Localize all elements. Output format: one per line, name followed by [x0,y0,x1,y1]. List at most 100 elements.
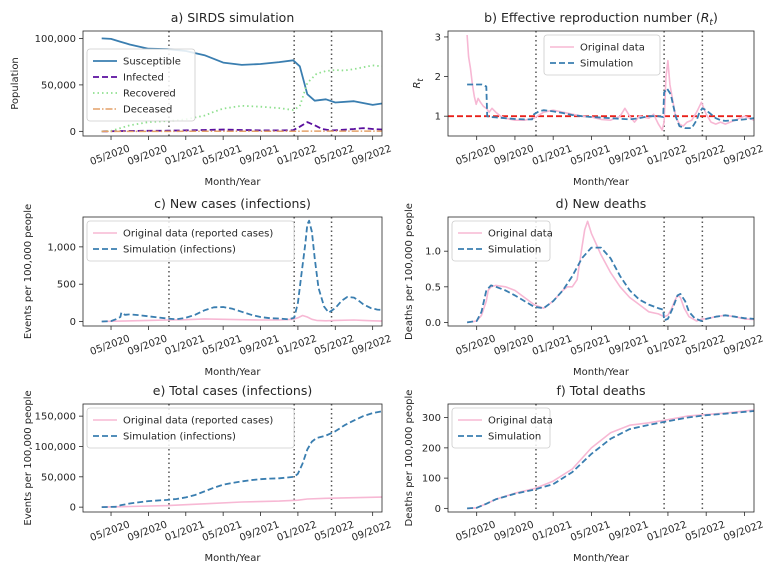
chart-title: a) SIRDS simulation [171,10,295,25]
legend: Original data Simulation [451,407,553,449]
legend: Susceptible Infected Recovered Deceased [86,48,196,122]
x-tick-label: 09/2021 [607,519,650,544]
x-tick-label: 05/2020 [454,519,497,544]
legend-label: Deceased [123,105,172,116]
legend-label: Simulation (infections) [123,432,236,443]
legend-box [451,220,551,262]
chart-title: d) New deaths [556,196,647,211]
y-tick-label: 2 [435,72,441,83]
y-tick-label: 500 [57,280,76,291]
x-tick-label: 09/2020 [493,519,536,544]
x-tick-label: 05/2022 [313,519,356,544]
legend-label: Recovered [123,89,176,100]
x-axis-label: Month/Year [573,553,630,564]
plot-frame [447,403,755,513]
y-tick-label: 0 [70,503,76,514]
y-tick-label: 1 [435,112,441,123]
x-tick-label: 09/2021 [607,143,650,168]
legend: Original data Simulation [543,34,661,76]
x-tick-label: 09/2020 [126,333,169,358]
x-axis-label: Month/Year [573,177,630,188]
x-tick-label: 09/2021 [238,519,281,544]
legend-label: Simulation [580,59,633,70]
chart-panel-e: e) Total cases (infections) 0 50,000 100,00… [23,383,393,564]
x-tick-label: 05/2020 [454,143,497,168]
legend-label: Simulation (infections) [123,245,236,256]
series-line-infected [101,121,382,133]
plot-frame [82,216,383,327]
y-tick-label: 0 [70,317,76,328]
x-tick-label: 05/2021 [569,143,612,168]
legend-label: Simulation [488,432,541,443]
legend-label: Simulation [488,245,541,256]
x-tick-label: 09/2020 [126,143,169,168]
legend-label: Original data (reported cases) [123,416,273,427]
series-line-original [101,314,382,323]
y-tick-label: 100,000 [35,442,76,453]
y-tick-label: 0 [435,504,441,515]
x-tick-label: 05/2022 [684,143,727,168]
series-line-simulation [101,410,382,508]
chart-title: e) Total cases (infections) [153,383,313,398]
x-axis-label: Month/Year [205,367,262,378]
y-tick-label: 100,000 [35,34,76,45]
x-tick-label: 01/2022 [646,519,689,544]
series-line-simulation [101,219,382,323]
x-tick-label: 01/2022 [276,519,319,544]
y-axis-label: Deaths per 100,000 people [404,203,415,340]
legend-label: Original data [488,229,553,240]
legend-label: Susceptible [123,57,181,68]
y-axis-label: Events per 100,000 people [23,390,34,525]
series-line-susceptible [101,37,382,106]
series-line-original [101,496,382,508]
legend: Original data Simulation [451,220,553,262]
legend-box [451,407,551,449]
chart-title: f) Total deaths [556,383,645,398]
chart-panel-d: d) New deaths0.00.51.005/202009/202001/2… [404,196,763,378]
legend: Original data (reported cases) Simulation… [86,407,295,449]
x-tick-label: 01/2021 [164,143,207,168]
x-tick-label: 01/2022 [276,333,319,358]
legend-label: Original data [580,43,645,54]
x-tick-label: 09/2020 [493,333,536,358]
y-tick-label: 3 [435,32,441,43]
legend-box [86,48,196,122]
x-tick-label: 09/2020 [493,143,536,168]
legend-label: Infected [123,73,164,84]
y-axis-label: Population [10,57,21,110]
series-line-simulation [467,410,754,510]
chart-panel-c: c) New cases (infections) 0 500 1,000 05/202… [23,196,393,378]
x-tick-label: 05/2022 [313,143,356,168]
x-tick-label: 09/2021 [238,143,281,168]
x-tick-label: 09/2022 [722,519,763,544]
plot-area [448,31,754,136]
x-tick-label: 09/2022 [350,519,393,544]
x-tick-label: 05/2020 [89,333,132,358]
x-tick-label: 09/2020 [126,519,169,544]
plot-area [101,31,382,136]
x-tick-label: 05/2021 [201,143,244,168]
x-tick-label: 09/2022 [350,143,393,168]
plot-frame [447,216,755,327]
y-tick-label: 1,000 [47,242,76,253]
x-tick-label: 05/2022 [684,333,727,358]
x-tick-label: 09/2022 [350,333,393,358]
series-line-simulation [467,83,754,129]
y-tick-label: 150,000 [35,412,76,423]
chart-panel-f: f) Total deaths010020030005/202009/20200… [404,383,763,564]
x-axis-label: Month/Year [573,367,630,378]
y-tick-label: 1.0 [425,247,441,258]
y-tick-label: 100 [422,474,441,485]
x-tick-label: 01/2021 [531,519,574,544]
legend: Original data (reported cases) Simulation… [86,220,295,262]
x-tick-label: 05/2021 [569,333,612,358]
plot-frame [82,403,383,513]
y-axis-label: Deaths per 100,000 people [404,390,415,527]
y-axis-label: Events per 100,000 people [23,204,34,339]
x-axis-label: Month/Year [205,177,262,188]
y-tick-label: 50,000 [41,472,76,483]
legend-box [86,407,295,449]
plot-frame [82,30,383,137]
x-axis-label: Month/Year [205,553,262,564]
